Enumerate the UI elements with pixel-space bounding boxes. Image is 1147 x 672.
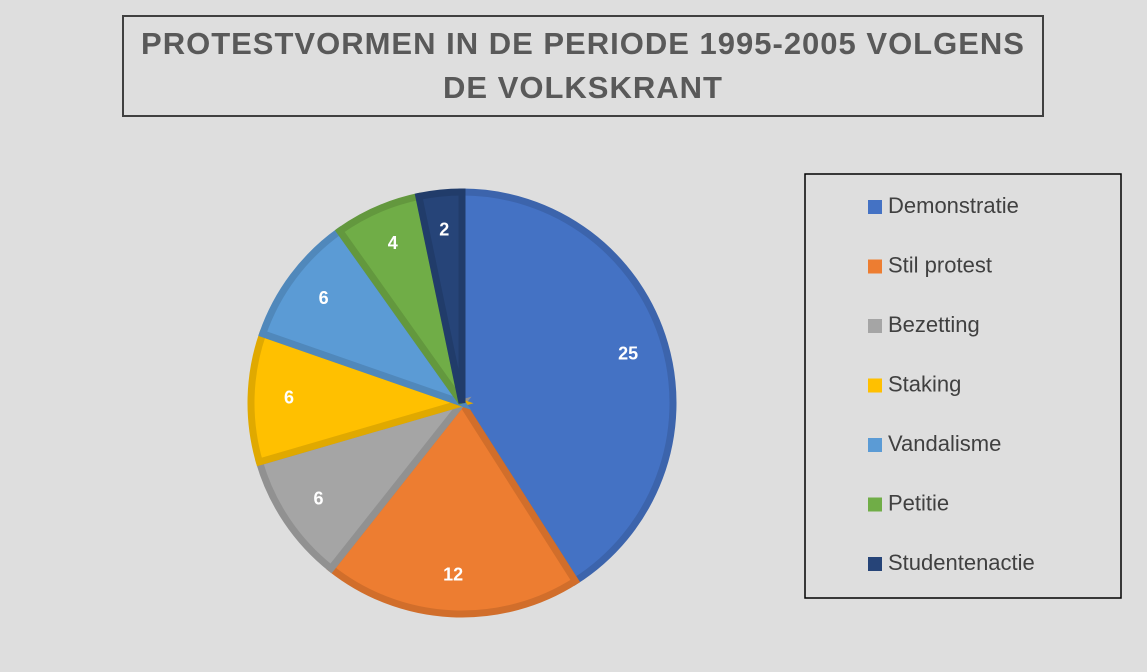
pie-slice [258, 226, 472, 410]
data-label: 6 [284, 387, 294, 407]
data-label: 2 [439, 220, 449, 240]
legend-label: Bezetting [888, 312, 980, 337]
legend-label: Stil protest [888, 252, 992, 277]
legend-label: Studentenactie [888, 550, 1035, 575]
pie-slice [247, 329, 474, 467]
legend-swatch [868, 378, 882, 393]
data-label: 4 [388, 233, 398, 253]
pie-slice [326, 396, 581, 618]
pie-slice [414, 188, 466, 404]
legend-swatch [868, 557, 882, 571]
data-label: 12 [443, 565, 463, 585]
pie-slice [255, 396, 472, 574]
legend-box [804, 173, 1122, 599]
legend-swatch [868, 259, 882, 274]
data-label: 25 [618, 343, 638, 363]
legend-swatch [868, 497, 882, 512]
legend-label: Staking [888, 371, 961, 396]
chart-title: PROTESTVORMEN IN DE PERIODE 1995-2005 VO… [122, 15, 1044, 117]
legend-swatch [868, 200, 882, 214]
data-label: 6 [313, 488, 323, 508]
legend-label: Petitie [888, 490, 949, 515]
data-label: 6 [319, 288, 329, 308]
legend-swatch [868, 319, 882, 333]
legend-label: Demonstratie [888, 193, 1019, 218]
legend-swatch [868, 438, 882, 452]
legend-label: Vandalisme [888, 431, 1001, 456]
